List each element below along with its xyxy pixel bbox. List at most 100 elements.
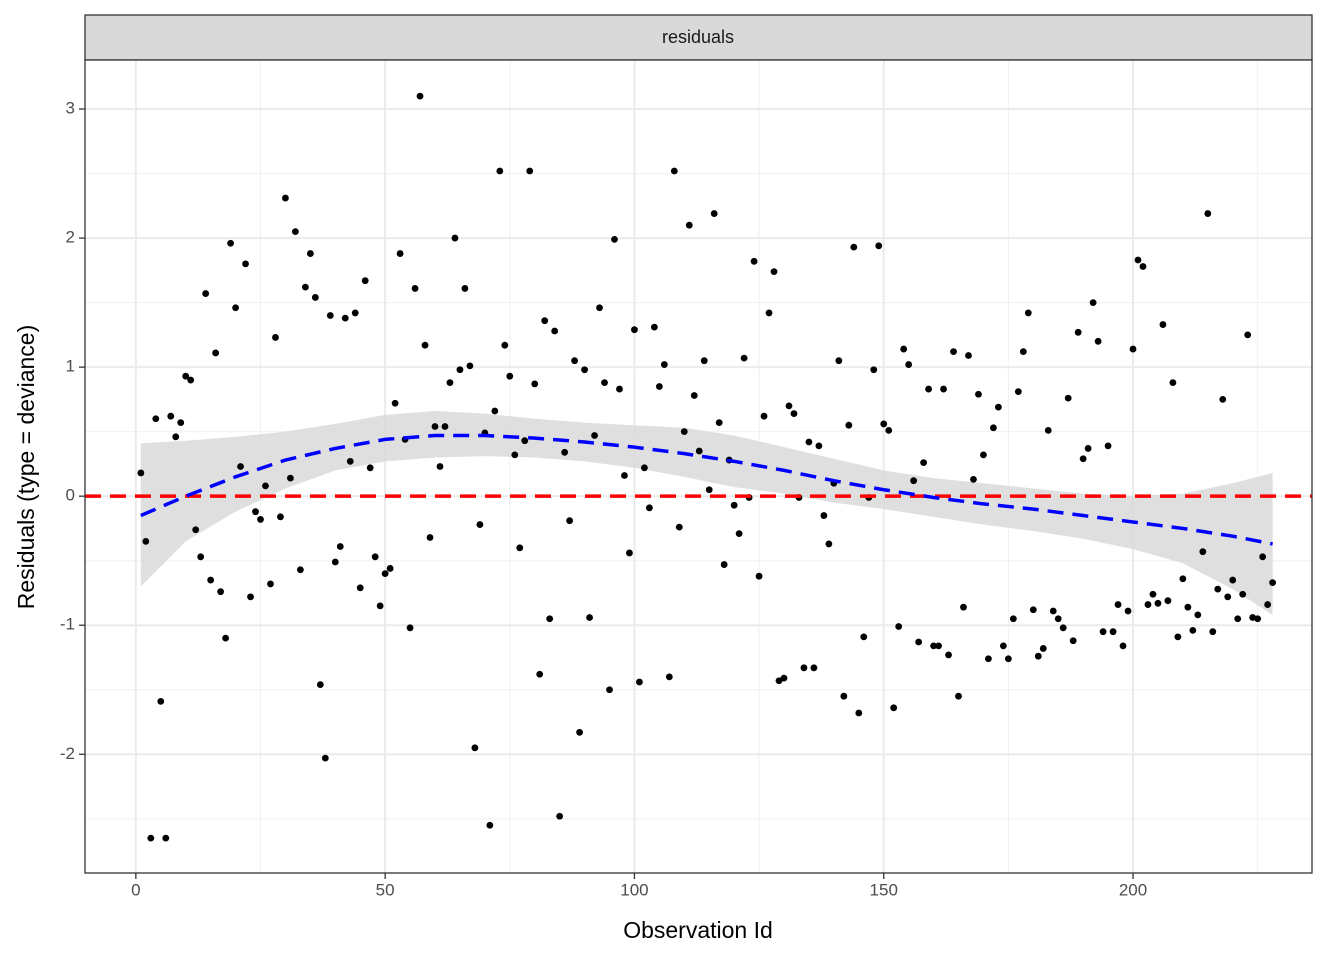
point [885,426,893,434]
point [1024,309,1032,317]
point [1264,601,1272,608]
point [331,558,339,566]
point [660,361,668,368]
point [147,834,155,842]
point [1019,348,1027,356]
point [710,210,718,217]
x-tick-label: 50 [376,880,395,899]
point [1219,395,1227,403]
point [875,242,883,250]
point [536,670,544,678]
point [546,615,554,623]
confidence-band [140,411,1273,615]
point [765,309,773,317]
point [351,309,359,317]
point [416,92,424,100]
point [192,526,200,534]
point [207,576,215,584]
point [257,516,264,523]
point [222,634,229,642]
point [910,477,918,485]
point [1169,379,1177,387]
point [730,501,738,509]
point [1114,601,1122,608]
point [1124,607,1132,615]
point [386,565,394,572]
point [1034,652,1042,660]
point [406,624,414,632]
point [925,385,932,393]
point [1109,628,1117,636]
point [1064,394,1072,402]
point [975,390,982,398]
point [1259,553,1267,561]
point [680,428,688,436]
point [1059,624,1067,632]
point [606,686,613,694]
point [242,260,249,268]
point [935,642,942,650]
point [571,357,579,365]
point [695,447,703,455]
point [157,697,165,705]
point [805,438,813,446]
point [980,451,987,459]
point [197,553,205,561]
point [895,623,903,630]
point [277,513,284,521]
point [835,357,843,365]
point [645,504,653,512]
point [466,362,474,370]
point [356,584,364,592]
y-tick-label: 3 [66,99,75,118]
point [1194,611,1202,619]
point [187,376,195,384]
y-tick-label: 1 [66,357,75,376]
x-tick-label: 0 [131,880,140,899]
point [755,572,763,580]
point [282,194,289,202]
point [526,167,534,175]
point [521,437,529,445]
point [511,451,519,459]
point [1144,601,1152,608]
point [700,357,708,365]
point [750,257,758,265]
point [496,167,504,175]
point [326,312,334,319]
point [626,549,633,557]
point [1084,445,1092,452]
point [581,366,588,374]
point [321,754,329,762]
point [665,673,673,681]
point [1164,597,1172,605]
point [930,642,937,650]
panel-border [84,59,1313,874]
point [142,537,150,545]
point [531,380,539,388]
point [940,385,947,393]
point [491,407,499,415]
point [227,239,234,247]
point [291,228,299,236]
point [650,323,658,331]
x-tick-label: 100 [620,880,648,899]
point [167,412,175,420]
point [945,651,952,659]
point [486,821,494,829]
point [1159,321,1167,328]
point [775,677,783,685]
point [1129,345,1137,353]
point [426,534,434,541]
point [1039,645,1047,652]
point [1014,388,1022,396]
point [720,561,728,568]
point [217,588,225,596]
point [820,512,828,519]
point [1204,210,1212,217]
point [376,602,384,610]
point [541,317,549,325]
point [855,709,863,717]
point [990,424,997,432]
